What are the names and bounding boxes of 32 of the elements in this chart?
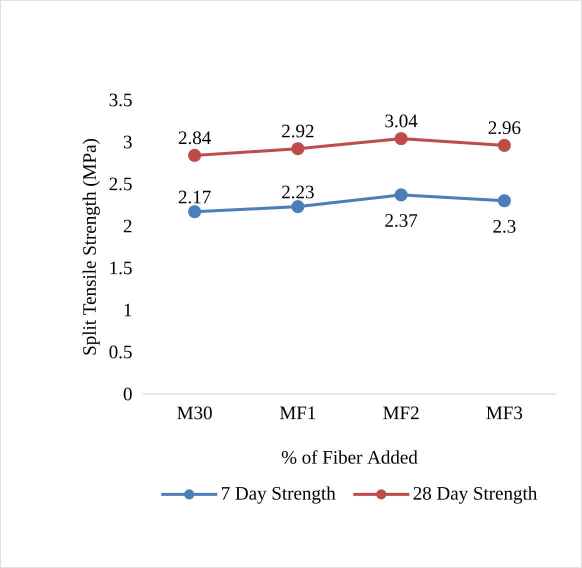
data-label: 3.04 <box>385 114 418 128</box>
x-tick-label: M30 <box>177 406 212 420</box>
data-label: 2.84 <box>178 131 211 144</box>
data-label: 2.37 <box>385 214 418 227</box>
y-tick-label: 0 <box>124 388 132 400</box>
data-label: 2.23 <box>282 186 314 198</box>
y-tick-label: 3.5 <box>110 94 132 106</box>
y-tick-label: 0.5 <box>109 346 132 358</box>
point <box>291 200 304 214</box>
data-label: 2.96 <box>488 121 520 134</box>
point <box>498 138 511 152</box>
y-tick-label: 3 <box>124 136 132 148</box>
data-label: 2.3 <box>493 220 516 233</box>
y-axis-title: Split Tensile Strength (MPa) <box>82 138 100 355</box>
point <box>498 194 511 208</box>
y-tick-label: 2 <box>124 220 132 232</box>
x-tick-label: MF2 <box>383 406 419 420</box>
y-tick-label: 1 <box>124 304 132 316</box>
data-label: 2.92 <box>282 124 314 138</box>
point <box>291 142 304 156</box>
x-tick-label: MF1 <box>280 406 316 420</box>
x-tick-label: MF3 <box>486 406 522 420</box>
point <box>394 188 408 202</box>
point <box>188 148 202 162</box>
y-tick-label: 1.5 <box>110 262 132 274</box>
data-label: 2.17 <box>178 190 211 204</box>
y-tick-label: 2.5 <box>110 178 132 190</box>
x-axis-title: % of Fiber Added <box>282 450 418 464</box>
point <box>394 132 408 146</box>
point <box>188 205 202 218</box>
legend-label: 28 Day Strength <box>414 486 538 504</box>
legend-label: 7 Day Strength <box>222 486 336 504</box>
